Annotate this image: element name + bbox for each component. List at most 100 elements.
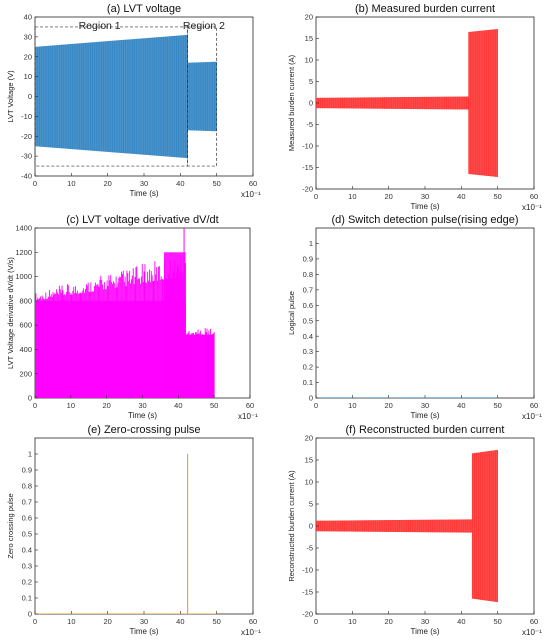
- y-tick-label: 800: [19, 296, 32, 305]
- y-axis-label: Zero crossing pulse: [6, 493, 15, 558]
- x-tick-label: 60: [246, 401, 254, 410]
- x-tick-label: 0: [314, 617, 318, 626]
- chart-e: 0 10 20 30 40 50 60 0 0.1 0.2 0.3 0.4 0.5 0.6 0.7 0.8 0.…: [6, 424, 261, 637]
- y-tick-label: 0.6: [22, 514, 32, 523]
- x-tick-label: 20: [384, 401, 392, 410]
- y-tick-label: -10: [302, 142, 313, 151]
- chart-a: Region 1 Region 2 0 10 20 30 40 50 60 -40 -30 -20 -1…: [6, 3, 261, 199]
- y-tick-label: -20: [302, 610, 313, 619]
- y-tick-label: 0.2: [303, 363, 313, 372]
- y-tick-label: 0: [28, 92, 32, 101]
- y-axis-label: LVT Voltage (V): [6, 70, 15, 123]
- x-tick-label: 60: [530, 192, 538, 201]
- x-tick-label: 20: [103, 179, 111, 188]
- y-tick-label: -20: [21, 132, 32, 141]
- y-tick-label: -30: [21, 152, 32, 161]
- series-band-0: [35, 300, 186, 398]
- series-band-1: [185, 334, 215, 398]
- y-tick-label: 0.3: [303, 347, 313, 356]
- x-tick-label: 30: [421, 617, 429, 626]
- plot-frame: [34, 437, 254, 615]
- x-tick-label: 60: [530, 617, 538, 626]
- y-tick-label: 0.1: [303, 378, 313, 387]
- y-tick-label: 1: [309, 239, 313, 248]
- x-tick-label: 30: [421, 192, 429, 201]
- x-exponent-label: x10⁻¹: [522, 412, 542, 421]
- series-envelope-0: [35, 34, 188, 159]
- y-tick-label: -5: [306, 544, 313, 553]
- x-tick-label: 30: [421, 401, 429, 410]
- chart-c: 0 10 20 30 40 50 600200400600800100012001400(c…: [6, 214, 258, 421]
- x-exponent-label: x10⁻¹: [522, 203, 542, 212]
- y-tick-label: 0: [309, 522, 313, 531]
- chart-title: (c) LVT voltage derivative dV/dt: [66, 214, 218, 226]
- x-tick-label: 40: [176, 179, 184, 188]
- chart-title: (f) Reconstructed burden current: [346, 424, 505, 436]
- x-tick-label: 30: [140, 179, 148, 188]
- y-tick-label: 5: [309, 500, 313, 509]
- y-tick-label: 1200: [15, 248, 32, 257]
- x-tick-label: 60: [530, 401, 538, 410]
- x-exponent-label: x10⁻¹: [241, 628, 261, 637]
- plot-frame: [315, 227, 535, 399]
- x-tick-label: 50: [493, 401, 501, 410]
- x-tick-label: 20: [384, 617, 392, 626]
- series-envelope-1: [468, 29, 498, 177]
- y-tick-label: 0.6: [303, 301, 313, 310]
- y-tick-label: 1000: [15, 272, 32, 281]
- y-tick-label: -15: [302, 163, 313, 172]
- chart-title: (b) Measured burden current: [355, 3, 495, 15]
- x-exponent-label: x10⁻¹: [238, 412, 258, 421]
- y-tick-label: 20: [305, 13, 313, 22]
- chart-f: 0 10 20 30 40 50 60 -20 -15 -10 -5 0 5 10 15 20 (f) Reco…: [287, 424, 542, 637]
- y-tick-label: 0.2: [22, 578, 32, 587]
- y-tick-label: 600: [19, 321, 32, 330]
- series-peak-block: [164, 252, 186, 398]
- y-tick-label: 0.9: [303, 255, 313, 264]
- x-tick-label: 20: [103, 617, 111, 626]
- x-axis-label: Time (s): [410, 627, 439, 636]
- y-tick-label: 15: [305, 456, 313, 465]
- y-tick-label: 10: [305, 478, 313, 487]
- y-tick-label: 0.7: [303, 285, 313, 294]
- y-tick-label: 0: [28, 394, 32, 403]
- series-envelope-1: [187, 61, 217, 132]
- x-tick-label: 50: [210, 401, 218, 410]
- y-tick-label: 0.7: [22, 498, 32, 507]
- x-tick-label: 10: [67, 179, 75, 188]
- x-tick-label: 40: [457, 617, 465, 626]
- x-tick-label: 0: [33, 179, 37, 188]
- y-tick-label: 0.5: [22, 530, 32, 539]
- y-tick-label: -40: [21, 172, 32, 181]
- x-tick-label: 10: [67, 617, 75, 626]
- chart-title: (a) LVT voltage: [107, 3, 181, 15]
- series-envelope-0: [316, 519, 473, 533]
- x-exponent-label: x10⁻¹: [241, 190, 261, 199]
- y-tick-label: -10: [302, 566, 313, 575]
- y-axis-label: Measured burden current (A): [287, 54, 296, 151]
- x-tick-label: 30: [138, 401, 146, 410]
- x-tick-label: 30: [140, 617, 148, 626]
- y-tick-label: -20: [302, 185, 313, 194]
- y-tick-label: 20: [24, 52, 32, 61]
- x-tick-label: 0: [314, 401, 318, 410]
- y-tick-label: 15: [305, 34, 313, 43]
- x-tick-label: 40: [176, 617, 184, 626]
- x-tick-label: 10: [348, 617, 356, 626]
- x-tick-label: 20: [384, 192, 392, 201]
- y-tick-label: 1400: [15, 224, 32, 233]
- x-tick-label: 50: [212, 179, 220, 188]
- y-axis-label: Logical pulse: [287, 291, 296, 335]
- y-tick-label: 0.3: [22, 562, 32, 571]
- y-tick-label: 20: [305, 434, 313, 443]
- x-tick-label: 60: [249, 179, 257, 188]
- y-tick-label: 0.5: [303, 316, 313, 325]
- x-tick-label: 0: [314, 192, 318, 201]
- y-tick-label: -5: [306, 120, 313, 129]
- y-tick-label: 0.9: [22, 466, 32, 475]
- x-axis-label: Time (s): [129, 627, 158, 636]
- chart-title: (e) Zero-crossing pulse: [87, 424, 200, 436]
- chart-b: 0 10 20 30 40 50 60 -20 -15 -10 -5 0 5 10 15 20 (b) Meas…: [287, 3, 542, 212]
- x-tick-label: 50: [212, 617, 220, 626]
- series-envelope-0: [316, 96, 469, 110]
